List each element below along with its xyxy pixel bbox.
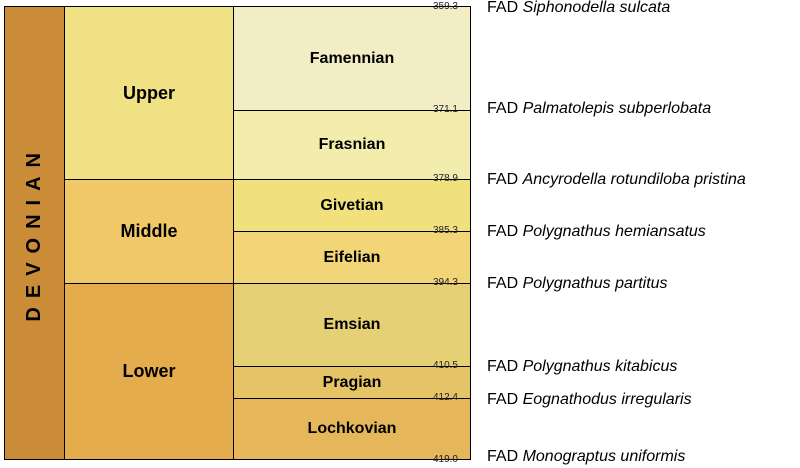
- fad-prefix: FAD: [487, 100, 519, 117]
- epoch-upper-label: Upper: [122, 82, 175, 103]
- epoch-middle-box: Middle: [64, 179, 234, 284]
- age-label: 410.5: [432, 360, 458, 371]
- age-label: 412.4: [432, 392, 458, 403]
- fad-taxon: Polygnathus kitabicus: [522, 358, 678, 375]
- epoch-lower-label: Lower: [122, 361, 176, 381]
- stage-emsian-label: Emsian: [323, 316, 381, 333]
- epoch-upper-box: Upper: [64, 6, 234, 180]
- stage-lochkovian-label: Lochkovian: [307, 420, 397, 437]
- fad-prefix: FAD: [487, 0, 519, 16]
- fad-taxon: Ancyrodella rotundiloba pristina: [522, 171, 746, 188]
- age-label: 371.1: [432, 104, 458, 115]
- fad-annotation: FAD Eognathodus irregularis: [487, 391, 692, 409]
- fad-annotation: FAD Palmatolepis subperlobata: [487, 100, 711, 118]
- fad-annotation: FAD Monograptus uniformis: [487, 448, 685, 466]
- stage-lochkovian-box: Lochkovian: [233, 398, 471, 460]
- period-box: DEVONIAN: [4, 6, 65, 460]
- fad-prefix: FAD: [487, 275, 519, 292]
- fad-prefix: FAD: [487, 391, 519, 408]
- epoch-lower-box: Lower: [64, 283, 234, 460]
- fad-annotation: FAD Polygnathus hemiansatus: [487, 223, 706, 241]
- fad-taxon: Palmatolepis subperlobata: [522, 100, 712, 117]
- age-label: 385.3: [432, 225, 458, 236]
- fad-taxon: Monograptus uniformis: [522, 448, 686, 465]
- stage-eifelian-label: Eifelian: [323, 248, 381, 266]
- period-label: DEVONIAN: [23, 144, 45, 322]
- fad-taxon: Eognathodus irregularis: [522, 391, 692, 408]
- fad-annotation: FAD Polygnathus kitabicus: [487, 358, 677, 376]
- fad-taxon: Polygnathus hemiansatus: [522, 223, 706, 240]
- stage-pragian-box: Pragian: [233, 366, 471, 399]
- stage-famennian-box: Famennian: [233, 6, 471, 111]
- stage-emsian-box: Emsian: [233, 283, 471, 367]
- fad-prefix: FAD: [487, 223, 519, 240]
- fad-annotation: FAD Polygnathus partitus: [487, 275, 668, 293]
- stage-frasnian-box: Frasnian: [233, 110, 471, 180]
- fad-prefix: FAD: [487, 448, 519, 465]
- stage-famennian-label: Famennian: [309, 49, 395, 67]
- fad-taxon: Polygnathus partitus: [522, 275, 668, 292]
- stage-givetian-box: Givetian: [233, 179, 471, 232]
- fad-prefix: FAD: [487, 358, 519, 375]
- age-label: 359.3: [432, 1, 458, 12]
- fad-annotation: FAD Ancyrodella rotundiloba pristina: [487, 171, 746, 189]
- stage-frasnian-label: Frasnian: [318, 136, 386, 153]
- age-label: 419.0: [432, 454, 458, 465]
- stage-pragian-label: Pragian: [322, 373, 382, 391]
- age-label: 378.9: [432, 173, 458, 184]
- age-label: 394.3: [432, 277, 458, 288]
- stage-givetian-label: Givetian: [320, 196, 384, 214]
- fad-annotation: FAD Siphonodella sulcata: [487, 0, 670, 17]
- fad-prefix: FAD: [487, 171, 519, 188]
- fad-taxon: Siphonodella sulcata: [522, 0, 671, 16]
- epoch-middle-label: Middle: [120, 221, 178, 241]
